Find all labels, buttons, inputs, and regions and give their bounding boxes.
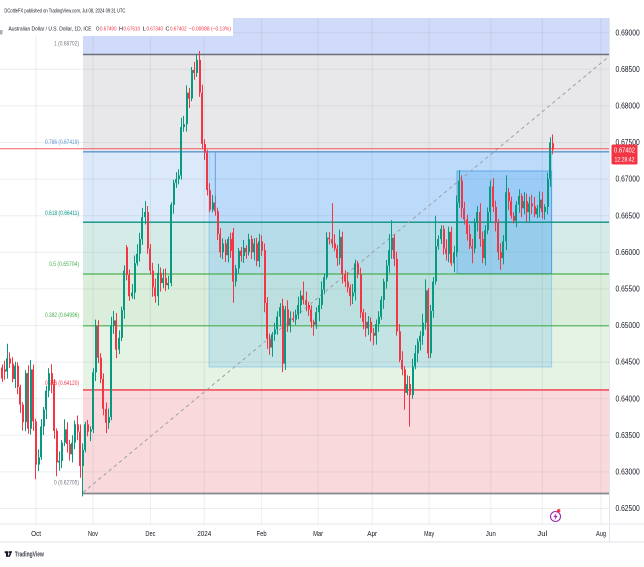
svg-text:2024: 2024	[197, 529, 211, 538]
svg-text:TradingView: TradingView	[15, 551, 44, 558]
svg-text:L: L	[143, 27, 147, 33]
svg-text:O: O	[96, 27, 100, 33]
svg-text:0.63000: 0.63000	[616, 468, 641, 477]
svg-text:0.65500: 0.65500	[616, 285, 641, 294]
svg-text:May: May	[424, 529, 434, 538]
svg-text:0.786 (0.67419): 0.786 (0.67419)	[45, 139, 79, 146]
svg-text:Feb: Feb	[257, 529, 267, 538]
svg-text:12:28:42: 12:28:42	[615, 156, 635, 163]
svg-text:0.63500: 0.63500	[616, 431, 641, 440]
svg-text:0.382 (0.64996): 0.382 (0.64996)	[45, 312, 79, 319]
svg-text:0.67500: 0.67500	[616, 138, 641, 147]
svg-text:0.67490: 0.67490	[100, 27, 117, 33]
svg-text:0.66000: 0.66000	[616, 248, 641, 257]
svg-text:Oct: Oct	[31, 529, 42, 538]
svg-text:0.67000: 0.67000	[616, 175, 641, 184]
svg-text:Apr: Apr	[367, 529, 377, 538]
svg-text:0.68000: 0.68000	[616, 102, 641, 111]
svg-text:Jun: Jun	[486, 529, 496, 538]
svg-text:Jul: Jul	[537, 529, 547, 538]
svg-text:0.5 (0.65704): 0.5 (0.65704)	[49, 261, 79, 268]
svg-text:0.64000: 0.64000	[616, 394, 641, 403]
svg-text:Nov: Nov	[88, 529, 98, 538]
svg-text:0.67610: 0.67610	[124, 27, 141, 33]
svg-text:0.67402: 0.67402	[614, 148, 635, 155]
svg-text:0.62500: 0.62500	[616, 504, 641, 513]
svg-text:0.618 (0.66411): 0.618 (0.66411)	[45, 210, 79, 217]
svg-text:0.67340: 0.67340	[147, 27, 164, 33]
svg-text:C: C	[166, 27, 171, 33]
svg-text:0.69000: 0.69000	[616, 28, 641, 37]
svg-text:Australian Dollar / U.S. Dolla: Australian Dollar / U.S. Dollar, 1D, ICE	[9, 27, 92, 33]
svg-text:Mar: Mar	[313, 529, 323, 538]
svg-text:−0.00088 (−0.13%): −0.00088 (−0.13%)	[189, 27, 231, 33]
svg-text:0 (0.62705): 0 (0.62705)	[54, 480, 79, 487]
svg-text:0.66500: 0.66500	[616, 211, 641, 220]
svg-text:Aug: Aug	[596, 529, 606, 538]
svg-text:Dec: Dec	[145, 529, 155, 538]
svg-text:0.64500: 0.64500	[616, 358, 641, 367]
svg-text:0.65000: 0.65000	[616, 321, 641, 330]
svg-text:DCottleFX published on Trading: DCottleFX published on TradingView.com, …	[4, 9, 125, 15]
svg-text:0.67402: 0.67402	[170, 27, 187, 33]
svg-text:0.236 (0.64120): 0.236 (0.64120)	[45, 380, 79, 387]
svg-text:H: H	[119, 27, 123, 33]
svg-text:1 (0.68702): 1 (0.68702)	[54, 41, 79, 48]
svg-text:0.68500: 0.68500	[616, 65, 641, 74]
